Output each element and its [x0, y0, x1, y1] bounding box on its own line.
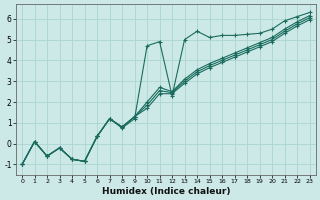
X-axis label: Humidex (Indice chaleur): Humidex (Indice chaleur): [101, 187, 230, 196]
